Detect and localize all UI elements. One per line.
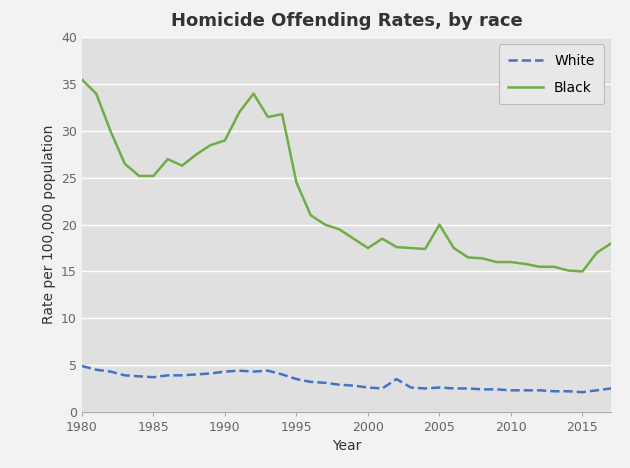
White: [392, 376, 400, 382]
Black: [78, 77, 86, 82]
Black: [221, 138, 229, 143]
Black: [307, 212, 314, 218]
White: [264, 368, 272, 373]
White: [564, 388, 572, 394]
Line: Black: Black: [82, 80, 611, 271]
White: [193, 372, 200, 377]
White: [221, 369, 229, 374]
White: [607, 386, 615, 391]
White: [336, 382, 343, 388]
White: [78, 363, 86, 369]
White: [178, 373, 186, 378]
Black: [421, 246, 429, 252]
White: [507, 388, 515, 393]
White: [106, 369, 114, 374]
White: [364, 385, 372, 390]
Black: [507, 259, 515, 265]
Black: [336, 227, 343, 232]
Black: [407, 245, 415, 251]
Black: [464, 255, 472, 260]
Black: [364, 245, 372, 251]
Black: [93, 91, 100, 96]
Title: Homicide Offending Rates, by race: Homicide Offending Rates, by race: [171, 12, 522, 30]
White: [121, 373, 129, 378]
Black: [564, 268, 572, 273]
Black: [106, 128, 114, 134]
Black: [536, 264, 543, 270]
White: [579, 389, 587, 395]
White: [593, 388, 600, 393]
Black: [522, 261, 529, 267]
Black: [278, 111, 286, 117]
Black: [479, 256, 486, 261]
Black: [493, 259, 500, 265]
Black: [350, 236, 357, 241]
Black: [593, 250, 600, 256]
White: [493, 387, 500, 392]
White: [135, 373, 143, 379]
White: [293, 376, 301, 382]
White: [450, 386, 457, 391]
Y-axis label: Rate per 100,000 population: Rate per 100,000 population: [42, 125, 55, 324]
Black: [293, 180, 301, 185]
White: [350, 383, 357, 388]
Black: [236, 110, 243, 115]
White: [407, 385, 415, 390]
White: [550, 388, 558, 394]
Black: [321, 222, 329, 227]
White: [150, 374, 158, 380]
Black: [249, 91, 257, 96]
White: [93, 367, 100, 373]
Black: [550, 264, 558, 270]
White: [321, 380, 329, 386]
Black: [121, 161, 129, 167]
White: [249, 369, 257, 374]
X-axis label: Year: Year: [332, 439, 361, 453]
Black: [178, 163, 186, 168]
White: [164, 373, 171, 378]
Black: [150, 173, 158, 179]
White: [536, 388, 543, 393]
White: [207, 371, 214, 376]
Black: [607, 241, 615, 246]
White: [421, 386, 429, 391]
White: [436, 385, 444, 390]
Black: [193, 152, 200, 157]
White: [307, 379, 314, 385]
White: [479, 387, 486, 392]
Black: [392, 244, 400, 250]
White: [522, 388, 529, 393]
Black: [450, 245, 457, 251]
White: [379, 386, 386, 391]
Line: White: White: [82, 366, 611, 392]
White: [278, 372, 286, 377]
Black: [207, 142, 214, 148]
Black: [436, 222, 444, 227]
Black: [135, 173, 143, 179]
Black: [379, 236, 386, 241]
Legend: White, Black: White, Black: [498, 44, 604, 104]
Black: [264, 114, 272, 120]
White: [464, 386, 472, 391]
White: [236, 368, 243, 373]
Black: [579, 269, 587, 274]
Black: [164, 156, 171, 162]
